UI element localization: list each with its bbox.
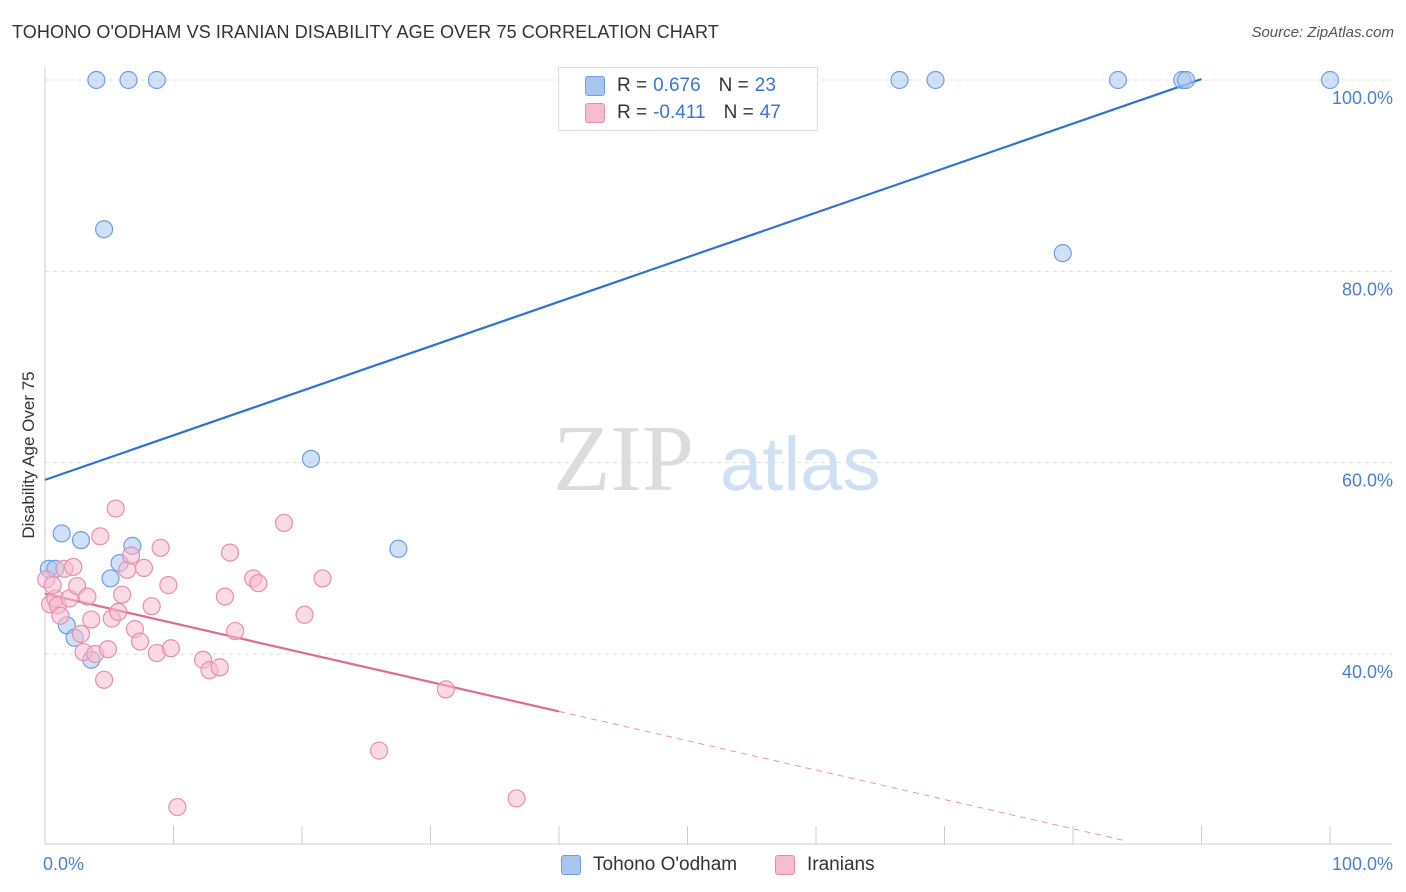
iranian-point — [151, 538, 170, 557]
iranian-point — [370, 741, 389, 760]
iranian-point — [159, 576, 178, 595]
tohono-point — [1320, 70, 1340, 90]
tohono-point — [101, 569, 120, 588]
y-tick-label: 60.0% — [1342, 471, 1393, 491]
legend-swatch-iranians — [585, 103, 605, 123]
iranian-point — [109, 602, 128, 622]
iranian-point — [71, 624, 91, 644]
legend-r-value: -0.411 — [653, 102, 706, 123]
watermark: ZIP atlas — [553, 407, 881, 511]
source-label: Source: ZipAtlas.com — [1251, 24, 1394, 41]
iranian-point — [295, 605, 314, 624]
trend-lines — [44, 78, 1202, 842]
iranian-point — [226, 621, 245, 641]
watermark-atlas: atlas — [720, 422, 881, 507]
data-points — [37, 70, 1340, 817]
tohono-point — [301, 449, 321, 468]
correlation-legend: R = 0.676 N = 23 R = -0.411 N = 47 — [558, 67, 818, 131]
y-axis-label: Disability Age Over 75 — [19, 371, 38, 538]
tohono-point — [1108, 70, 1128, 90]
y-tick-label: 40.0% — [1342, 662, 1393, 682]
bottom-legend-label-tohono: Tohono O'odham — [593, 854, 738, 875]
tohono-point — [119, 70, 138, 90]
legend-n-value: 47 — [759, 102, 781, 123]
bottom-legend-label-iranians: Iranians — [807, 854, 875, 875]
legend-row-tohono: R = 0.676 N = 23 — [585, 73, 776, 99]
tohono-point — [1176, 70, 1196, 90]
legend-row-iranians: R = -0.411 N = 47 — [585, 100, 781, 126]
iranian-point — [436, 680, 456, 699]
iranian-point — [112, 585, 132, 604]
iranian-point — [161, 639, 181, 658]
bottom-legend-tohono: Tohono O'odham — [561, 852, 737, 878]
tohono-point — [147, 70, 166, 90]
bottom-legend-iranians: Iranians — [775, 852, 875, 878]
iranian-point — [130, 632, 150, 651]
tohono-point — [389, 539, 408, 558]
iranian-point — [249, 574, 268, 593]
y-tick-label: 80.0% — [1342, 279, 1393, 299]
bottom-legend-swatch-iranians — [775, 855, 795, 875]
iranian-point — [98, 640, 118, 659]
x-tick-label: 100.0% — [1332, 854, 1393, 874]
iranian-point — [274, 513, 294, 533]
iranian-point — [121, 546, 141, 565]
iranian-point — [51, 606, 70, 625]
tohono-point — [52, 524, 71, 543]
bottom-legend-swatch-tohono — [561, 855, 581, 875]
grid-lines — [45, 79, 1392, 655]
iranian-point — [78, 587, 97, 606]
iranian-point — [95, 670, 114, 689]
legend-n-value: 23 — [754, 75, 776, 96]
tohono-point — [926, 70, 945, 90]
tohono-point — [87, 70, 106, 90]
tohono-trend-line — [44, 78, 1202, 481]
iranian-point — [91, 527, 110, 546]
iranian-point — [134, 558, 154, 578]
watermark-zip: ZIP — [553, 407, 694, 511]
tick-labels: 40.0% 60.0% 80.0% 100.0% 0.0% 100.0% — [43, 88, 1393, 874]
tohono-point — [95, 220, 114, 239]
y-tick-label: 100.0% — [1332, 88, 1393, 108]
iranian-point — [215, 587, 234, 606]
iranian-point — [82, 610, 101, 629]
axes — [44, 67, 1392, 845]
iranian-point — [43, 576, 62, 595]
chart-title: TOHONO O'ODHAM VS IRANIAN DISABILITY AGE… — [12, 22, 719, 42]
tohono-point — [890, 70, 909, 90]
x-tick-label: 0.0% — [43, 854, 84, 874]
iranian-point — [313, 569, 332, 588]
iranian-point — [210, 658, 229, 677]
iranian-point — [507, 789, 526, 808]
iranian-point — [168, 797, 187, 817]
iranian-trend-line — [44, 592, 560, 713]
iranian-point — [220, 543, 240, 562]
iranian-point — [142, 597, 161, 616]
iranian-trend-extension — [558, 710, 1125, 842]
tohono-point — [1053, 244, 1072, 263]
iranian-point — [64, 557, 83, 577]
legend-r-label: R = — [617, 75, 648, 96]
legend-n-label: N = — [718, 75, 749, 96]
iranian-point — [106, 499, 125, 518]
legend-r-value: 0.676 — [653, 75, 701, 96]
tohono-point — [71, 531, 91, 550]
legend-r-label: R = — [617, 102, 648, 123]
legend-swatch-tohono — [585, 76, 605, 96]
legend-n-label: N = — [723, 102, 754, 123]
